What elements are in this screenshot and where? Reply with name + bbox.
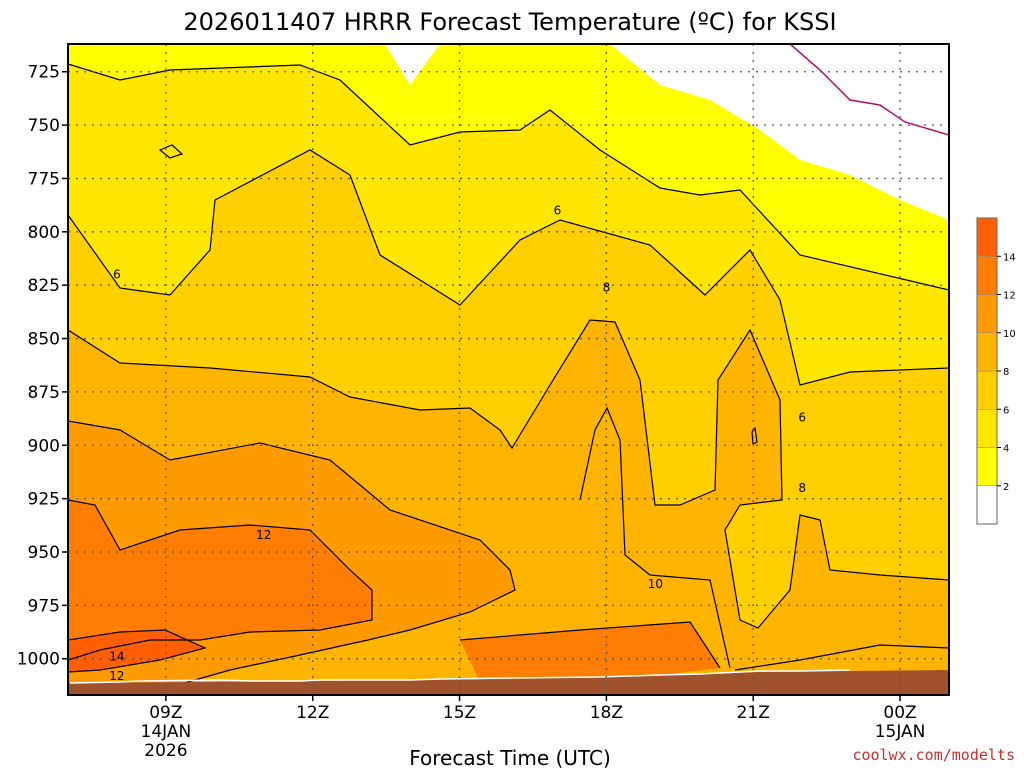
- colorbar-label: 10: [1003, 329, 1016, 340]
- x-tick-label: 18Z: [590, 703, 623, 723]
- contour-label: 14: [109, 650, 124, 664]
- fill-band-below-2: [385, 44, 949, 220]
- contour-label: 6: [554, 203, 562, 217]
- y-tick-label: 1000: [17, 650, 60, 670]
- y-tick-label: 800: [28, 223, 60, 243]
- x-axis-label: Forecast Time (UTC): [409, 746, 611, 768]
- x-tick-label: 12Z: [296, 703, 329, 723]
- x-tick-label: 21Z: [737, 703, 770, 723]
- x-tick-label: 09Z: [149, 703, 182, 723]
- y-tick-label: 925: [28, 490, 60, 510]
- y-tick-label: 975: [28, 596, 60, 616]
- contour-label: 12: [256, 528, 271, 542]
- colorbar-swatch: [976, 332, 998, 372]
- ground-edge: [69, 669, 851, 684]
- y-tick-label: 825: [28, 276, 60, 296]
- credit-text: coolwx.com/modelts: [852, 746, 1015, 764]
- contour-labels: 6 6 6 8 8 10 12 12 14: [109, 203, 806, 683]
- colorbar-label: 4: [1003, 444, 1009, 455]
- x-tick-date: 15JAN: [875, 722, 926, 742]
- x-tick-year: 2026: [144, 741, 187, 761]
- x-tick-label: 00Z: [883, 703, 916, 723]
- colorbar-label: 6: [1003, 405, 1009, 416]
- colorbar-swatch: [976, 217, 998, 257]
- colorbar-swatch: [976, 447, 998, 486]
- grid-horizontal: [68, 71, 949, 660]
- y-tick-label: 775: [28, 169, 60, 189]
- freezing-line: [789, 44, 949, 136]
- colorbar-swatch: [976, 409, 998, 448]
- colorbar-swatch: [976, 485, 998, 525]
- colorbar-swatch: [976, 294, 998, 333]
- colorbar: 2 4 6 8 10 12 14: [976, 217, 1016, 525]
- contour-label: 8: [798, 481, 806, 495]
- y-tick-label: 725: [28, 63, 60, 83]
- contour-label: 12: [109, 669, 124, 683]
- y-axis: 725 750 775 800 825 850 875 900 925 950 975 1000: [17, 63, 68, 670]
- contour-lines: [68, 63, 949, 691]
- x-tick-label: 15Z: [443, 703, 476, 723]
- plot-area: 6 6 6 8 8 10 12 12 14: [68, 44, 949, 695]
- colorbar-label: 2: [1003, 482, 1009, 493]
- colorbar-label: 8: [1003, 367, 1009, 378]
- colorbar-swatch: [976, 370, 998, 410]
- y-tick-label: 950: [28, 543, 60, 563]
- contour-label: 6: [113, 268, 121, 282]
- contour-label: 10: [648, 577, 663, 591]
- y-tick-label: 875: [28, 383, 60, 403]
- y-tick-label: 900: [28, 436, 60, 456]
- contour-label: 8: [603, 280, 611, 294]
- x-tick-date: 14JAN: [141, 722, 192, 742]
- contour-label: 6: [798, 411, 806, 425]
- ground: [68, 670, 949, 695]
- y-tick-label: 850: [28, 330, 60, 350]
- colorbar-label: 14: [1003, 252, 1016, 263]
- y-tick-label: 750: [28, 116, 60, 136]
- colorbar-swatch: [976, 256, 998, 295]
- plot-frame: [67, 43, 950, 696]
- chart-title: 2026011407 HRRR Forecast Temperature (ºC…: [183, 8, 836, 36]
- colorbar-label: 12: [1003, 291, 1016, 302]
- fill-band-12-14: [68, 500, 720, 682]
